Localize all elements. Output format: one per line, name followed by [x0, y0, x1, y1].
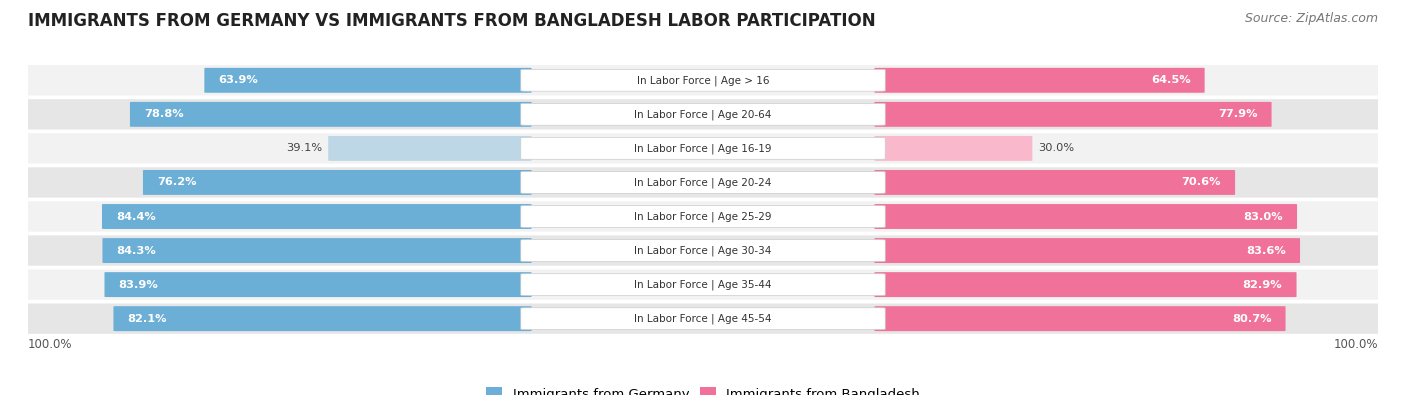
FancyBboxPatch shape [875, 204, 1296, 229]
FancyBboxPatch shape [520, 103, 886, 125]
Text: 83.0%: 83.0% [1243, 211, 1282, 222]
Text: In Labor Force | Age 16-19: In Labor Force | Age 16-19 [634, 143, 772, 154]
Text: In Labor Force | Age 35-44: In Labor Force | Age 35-44 [634, 279, 772, 290]
FancyBboxPatch shape [18, 133, 1388, 164]
Text: 100.0%: 100.0% [1333, 338, 1378, 351]
FancyBboxPatch shape [875, 136, 1032, 161]
FancyBboxPatch shape [18, 167, 1388, 198]
FancyBboxPatch shape [103, 238, 531, 263]
FancyBboxPatch shape [520, 70, 886, 91]
FancyBboxPatch shape [18, 99, 1388, 130]
FancyBboxPatch shape [520, 206, 886, 228]
Text: In Labor Force | Age 20-24: In Labor Force | Age 20-24 [634, 177, 772, 188]
Legend: Immigrants from Germany, Immigrants from Bangladesh: Immigrants from Germany, Immigrants from… [481, 382, 925, 395]
Text: In Labor Force | Age > 16: In Labor Force | Age > 16 [637, 75, 769, 86]
Text: 77.9%: 77.9% [1218, 109, 1257, 119]
Text: In Labor Force | Age 20-64: In Labor Force | Age 20-64 [634, 109, 772, 120]
FancyBboxPatch shape [18, 269, 1388, 300]
FancyBboxPatch shape [18, 303, 1388, 334]
FancyBboxPatch shape [204, 68, 531, 93]
FancyBboxPatch shape [104, 272, 531, 297]
Text: 70.6%: 70.6% [1181, 177, 1220, 188]
FancyBboxPatch shape [520, 171, 886, 193]
FancyBboxPatch shape [143, 170, 531, 195]
FancyBboxPatch shape [875, 238, 1301, 263]
FancyBboxPatch shape [875, 170, 1234, 195]
FancyBboxPatch shape [520, 274, 886, 295]
Text: 80.7%: 80.7% [1232, 314, 1271, 324]
Text: 100.0%: 100.0% [28, 338, 73, 351]
FancyBboxPatch shape [328, 136, 531, 161]
FancyBboxPatch shape [875, 68, 1205, 93]
Text: 64.5%: 64.5% [1152, 75, 1191, 85]
Text: 83.9%: 83.9% [118, 280, 159, 290]
FancyBboxPatch shape [520, 240, 886, 261]
FancyBboxPatch shape [875, 272, 1296, 297]
Text: 30.0%: 30.0% [1039, 143, 1074, 153]
FancyBboxPatch shape [520, 308, 886, 329]
Text: 84.4%: 84.4% [117, 211, 156, 222]
Text: 78.8%: 78.8% [145, 109, 184, 119]
Text: Source: ZipAtlas.com: Source: ZipAtlas.com [1244, 12, 1378, 25]
Text: 83.6%: 83.6% [1246, 246, 1286, 256]
FancyBboxPatch shape [103, 204, 531, 229]
FancyBboxPatch shape [520, 137, 886, 159]
Text: 76.2%: 76.2% [157, 177, 197, 188]
Text: 82.9%: 82.9% [1243, 280, 1282, 290]
Text: 39.1%: 39.1% [285, 143, 322, 153]
Text: In Labor Force | Age 30-34: In Labor Force | Age 30-34 [634, 245, 772, 256]
Text: In Labor Force | Age 45-54: In Labor Force | Age 45-54 [634, 313, 772, 324]
Text: 82.1%: 82.1% [128, 314, 167, 324]
FancyBboxPatch shape [875, 102, 1271, 127]
FancyBboxPatch shape [18, 65, 1388, 96]
Text: IMMIGRANTS FROM GERMANY VS IMMIGRANTS FROM BANGLADESH LABOR PARTICIPATION: IMMIGRANTS FROM GERMANY VS IMMIGRANTS FR… [28, 12, 876, 30]
FancyBboxPatch shape [875, 306, 1285, 331]
Text: In Labor Force | Age 25-29: In Labor Force | Age 25-29 [634, 211, 772, 222]
FancyBboxPatch shape [129, 102, 531, 127]
Text: 84.3%: 84.3% [117, 246, 156, 256]
FancyBboxPatch shape [114, 306, 531, 331]
Text: 63.9%: 63.9% [218, 75, 259, 85]
FancyBboxPatch shape [18, 235, 1388, 266]
FancyBboxPatch shape [18, 201, 1388, 231]
